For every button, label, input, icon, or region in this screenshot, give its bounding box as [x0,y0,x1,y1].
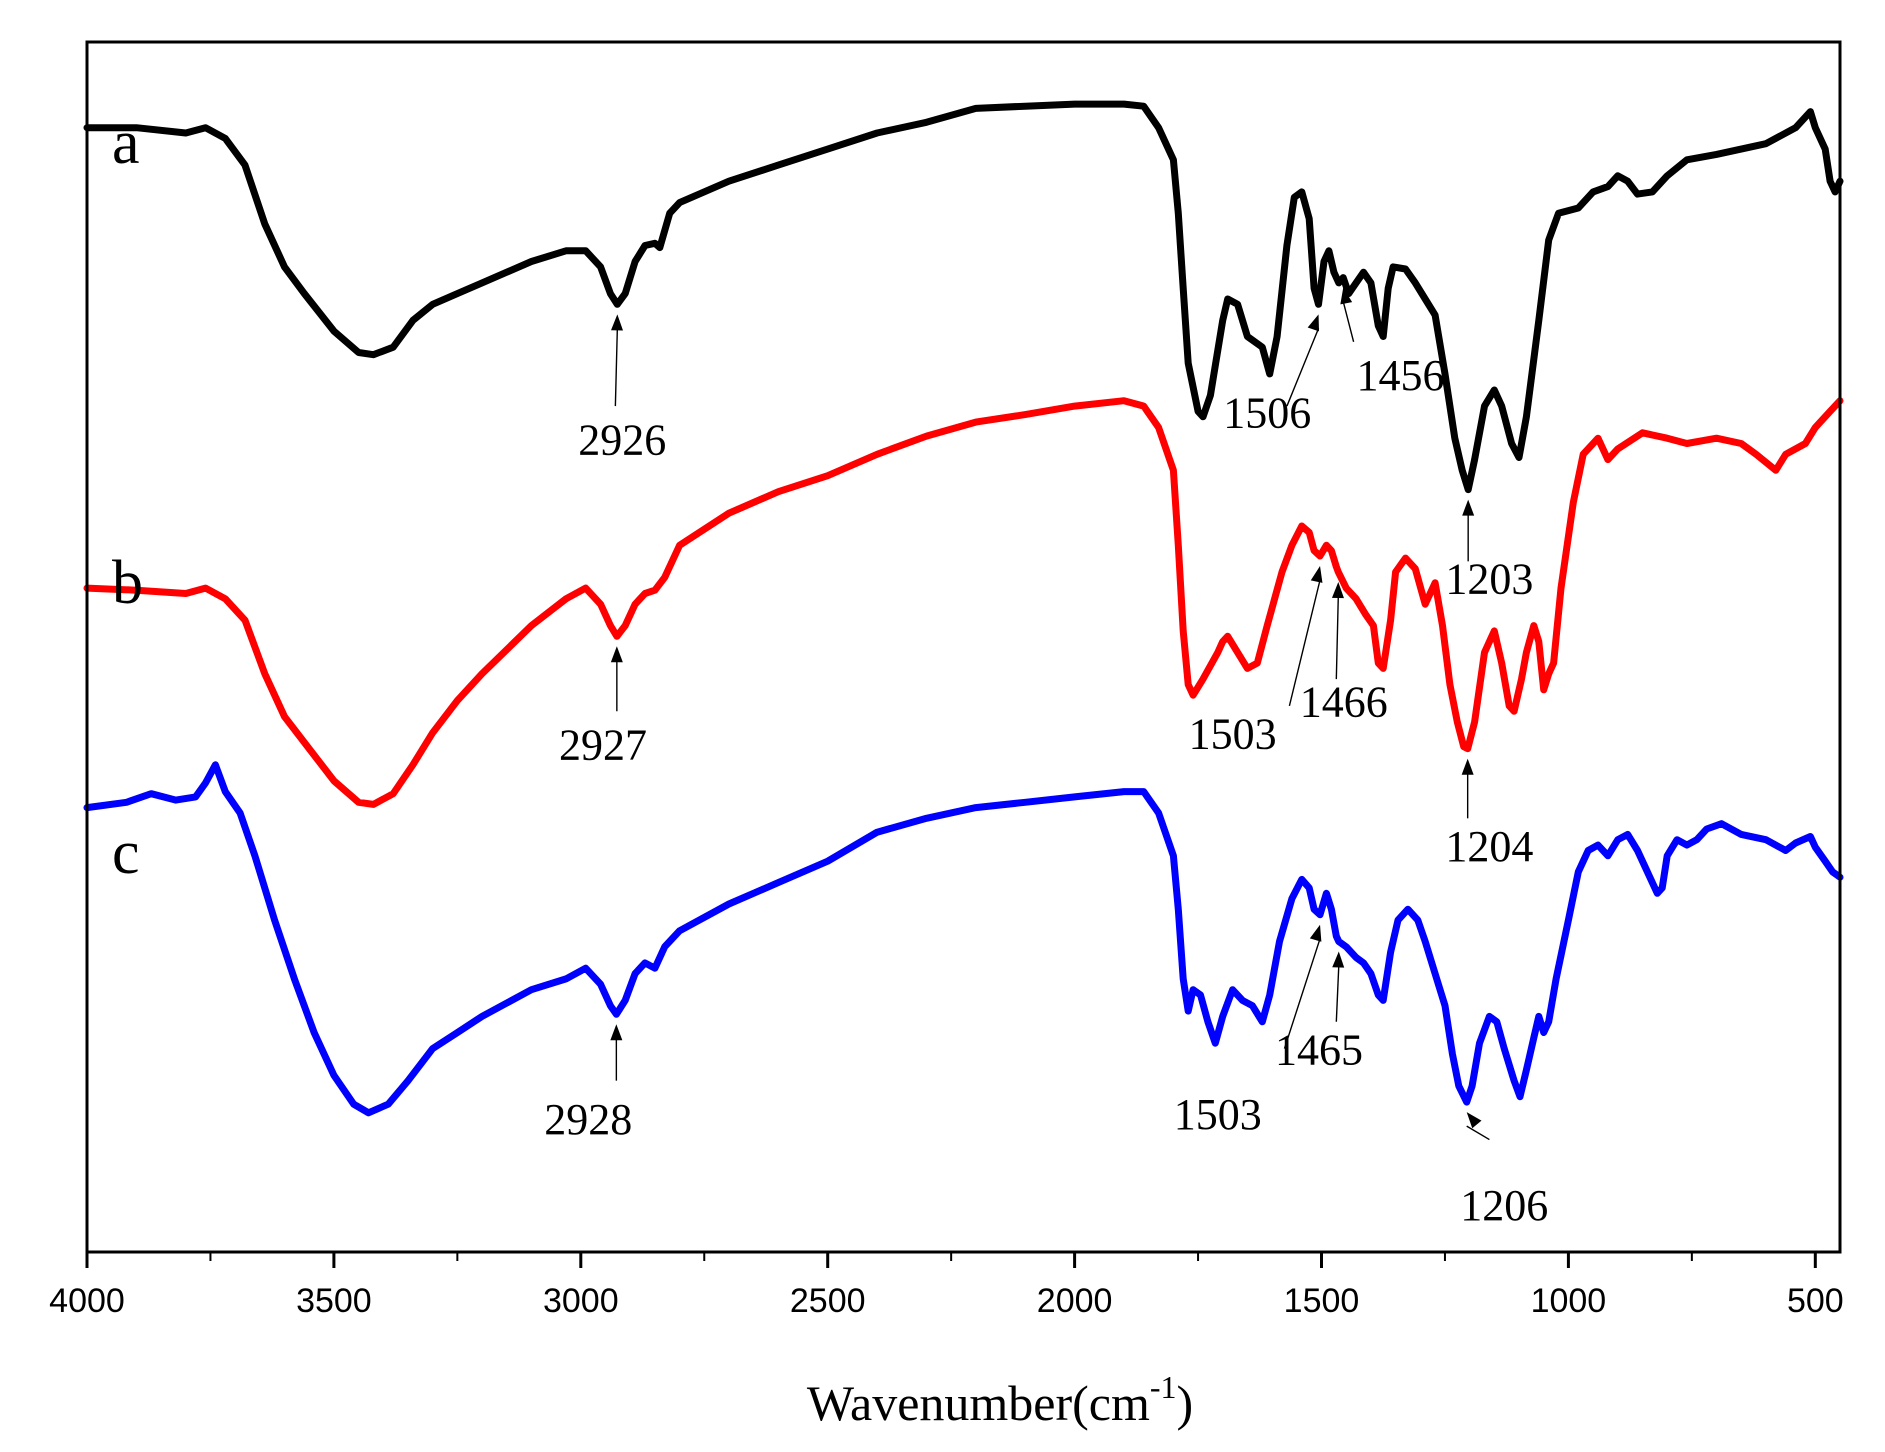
annotation-arrowhead [1332,951,1345,968]
peak-label: 1206 [1460,1181,1548,1230]
peak-annotation-a-2926: 2926 [578,314,666,464]
annotation-arrowhead [1462,499,1475,516]
spectrum-c [83,761,1844,1117]
x-axis: 4000 3500 3000 2500 2000 1500 1000 500 [49,1252,1844,1320]
annotation-arrowhead [1340,287,1353,305]
peak-annotations: 2926 1506 1456 1203 2927 1503 1466 1204 2928 1503… [544,287,1548,1230]
peak-label: 1465 [1275,1026,1363,1075]
x-tick-label-1000: 1000 [1531,1282,1607,1320]
series-label-c: c [112,819,140,887]
peak-label: 1503 [1189,710,1277,759]
annotation-arrowhead [1310,565,1323,583]
peak-annotation-c-2928: 2928 [544,1024,632,1144]
spectra-layer [83,100,1844,1117]
series-label-b: b [112,549,143,617]
peak-annotation-a-1456: 1456 [1340,287,1445,400]
peak-label: 2928 [544,1095,632,1144]
x-tick-label-3000: 3000 [543,1282,619,1320]
annotation-leader [1466,1125,1490,1141]
annotation-leader [1342,301,1355,342]
annotation-arrowhead [1331,582,1344,599]
peak-annotation-b-1466: 1466 [1300,582,1388,727]
plot-frame [85,40,1842,1254]
annotation-leader [1283,938,1321,1049]
peak-label: 1203 [1445,554,1533,603]
annotation-arrowhead [611,314,623,331]
peak-label: 1456 [1357,351,1445,400]
x-tick-label-2500: 2500 [790,1282,866,1320]
peak-annotation-b-1204: 1204 [1445,758,1533,871]
annotation-arrowhead [1309,924,1322,942]
annotation-leader [1288,579,1321,707]
peak-label: 2927 [559,720,647,769]
x-tick-label-4000: 4000 [49,1282,125,1320]
spectrum-a [83,100,1844,494]
peak-annotation-c-1503: 1503 [1174,924,1322,1139]
series-letters: a b c [112,109,143,887]
peak-annotation-a-1506: 1506 [1223,314,1320,437]
x-axis-title-superscript: -1 [1150,1369,1177,1405]
peak-label: 1503 [1174,1090,1262,1139]
annotation-leader [1335,965,1340,1022]
annotation-arrowhead [1461,758,1474,775]
annotation-arrowhead [1466,1112,1482,1129]
annotation-arrowhead [610,1024,623,1041]
x-tick-label-3500: 3500 [296,1282,372,1320]
annotation-leader [1286,328,1320,407]
peak-annotation-c-1206: 1206 [1460,1112,1548,1230]
peak-annotation-b-2927: 2927 [559,646,647,769]
x-axis-title: Wavenumber(cm-1) [807,1369,1193,1431]
x-tick-label-1500: 1500 [1284,1282,1360,1320]
x-axis-title-main: Wavenumber(cm [807,1375,1150,1431]
peak-annotation-c-1465: 1465 [1275,951,1363,1075]
annotation-leader [1335,596,1339,680]
spectrum-b [83,397,1844,808]
peak-annotation-b-1503: 1503 [1189,565,1323,759]
x-tick-label-2000: 2000 [1037,1282,1113,1320]
peak-label: 2926 [578,415,666,464]
series-label-a: a [112,109,140,177]
annotation-arrowhead [1307,314,1320,332]
peak-label: 1204 [1445,822,1533,871]
peak-annotation-a-1203: 1203 [1445,499,1533,603]
peak-label: 1506 [1223,388,1311,437]
peak-label: 1466 [1300,678,1388,727]
x-tick-label-500: 500 [1787,1282,1844,1320]
annotation-arrowhead [610,646,623,663]
x-axis-title-close: ) [1177,1375,1194,1431]
annotation-leader [614,328,619,407]
